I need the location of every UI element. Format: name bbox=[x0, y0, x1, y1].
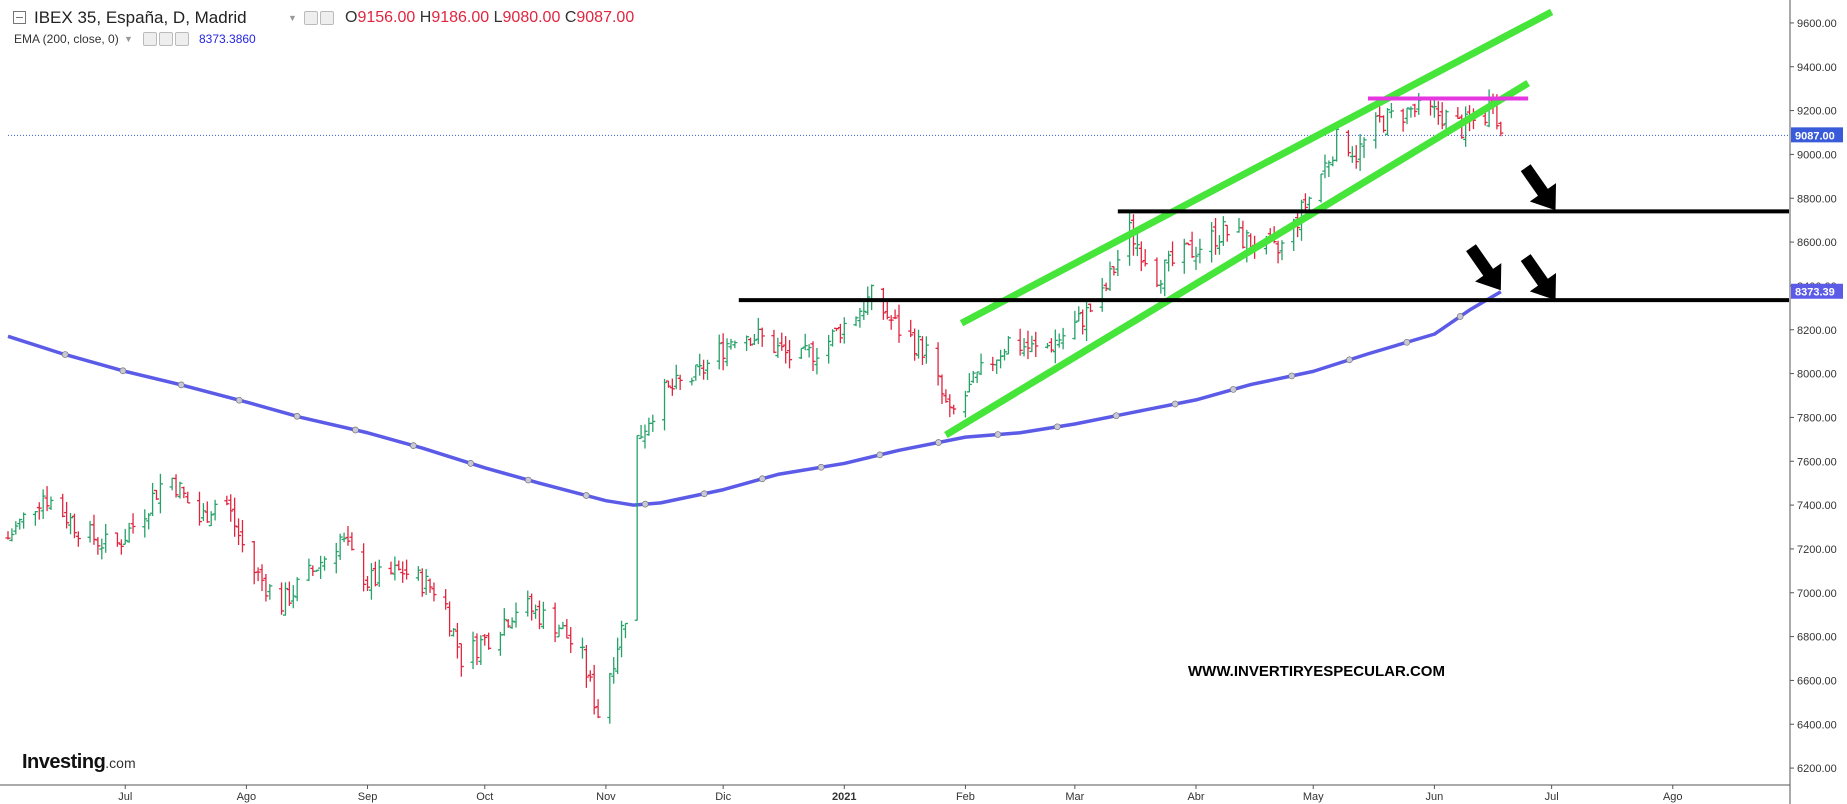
x-tick-label: Feb bbox=[956, 791, 975, 803]
channel-lower-line bbox=[944, 96, 1503, 438]
ema-line bbox=[7, 290, 1502, 507]
y-tick-label: 6800.00 bbox=[1797, 632, 1837, 644]
channel-upper-line bbox=[959, 8, 1554, 327]
ema-marker bbox=[994, 431, 1002, 438]
ema-marker bbox=[935, 439, 942, 446]
ohlc-readout: O9156.00 H9186.00 L9080.00 C9087.00 bbox=[345, 9, 634, 27]
x-tick-label: Ago bbox=[1663, 791, 1683, 803]
y-tick-label: 9400.00 bbox=[1797, 62, 1837, 74]
y-tick-label: 7400.00 bbox=[1797, 500, 1837, 512]
open-value: 9156.00 bbox=[357, 9, 416, 26]
y-tick-label: 8600.00 bbox=[1797, 237, 1837, 249]
close-key: C bbox=[564, 9, 577, 26]
visibility-toggle-icon[interactable] bbox=[304, 11, 318, 25]
ema-marker bbox=[119, 367, 127, 375]
watermark: WWW.INVERTIRYESPECULAR.COM bbox=[1188, 663, 1445, 680]
y-tick-label: 6400.00 bbox=[1797, 719, 1837, 731]
x-tick-label: Mar bbox=[1065, 791, 1084, 803]
ema-marker bbox=[410, 442, 417, 449]
arrow-shape bbox=[1520, 254, 1557, 301]
arrow-icon bbox=[1520, 254, 1557, 301]
ema-marker bbox=[1229, 386, 1237, 393]
investing-logo: Investing.com bbox=[22, 751, 136, 773]
x-tick-label: May bbox=[1303, 791, 1324, 803]
high-key: H bbox=[419, 9, 432, 26]
open-key: O bbox=[345, 9, 358, 26]
indicator-visibility-icon[interactable] bbox=[143, 32, 157, 46]
ema-marker bbox=[1112, 412, 1120, 420]
arrow-shape bbox=[1520, 164, 1557, 211]
x-tick-label: Jul bbox=[1545, 791, 1559, 803]
low-key: L bbox=[493, 9, 503, 26]
x-tick-label: Nov bbox=[596, 791, 616, 803]
y-tick-label: 8800.00 bbox=[1797, 193, 1837, 205]
ema-badge bbox=[1791, 283, 1843, 299]
indicator-label[interactable]: EMA (200, close, 0) bbox=[14, 32, 119, 46]
ema-marker bbox=[1171, 400, 1179, 408]
y-tick-label: 9600.00 bbox=[1797, 18, 1837, 30]
ema-marker bbox=[177, 381, 185, 389]
ema-marker bbox=[876, 451, 884, 459]
y-tick-label: 7800.00 bbox=[1797, 412, 1837, 424]
ema-marker bbox=[1053, 423, 1061, 431]
arrow-icon bbox=[1466, 244, 1502, 291]
x-tick-label: Abr bbox=[1187, 791, 1204, 803]
ema-marker bbox=[700, 490, 708, 498]
indicator-value: 8373.3860 bbox=[199, 32, 256, 46]
collapse-series-icon[interactable] bbox=[13, 11, 26, 24]
ema-marker bbox=[352, 426, 359, 434]
high-value: 9186.00 bbox=[431, 9, 490, 26]
indicator-menu-chevron-icon[interactable]: ▼ bbox=[124, 34, 133, 44]
indicator-remove-icon[interactable] bbox=[175, 32, 189, 46]
x-tick-label: Jun bbox=[1426, 791, 1444, 803]
ema-badge-label: 8373.39 bbox=[1795, 287, 1835, 299]
y-tick-label: 6600.00 bbox=[1797, 675, 1837, 687]
x-tick-label: Jul bbox=[118, 791, 132, 803]
ema-marker bbox=[641, 500, 649, 508]
ema-marker bbox=[817, 463, 825, 471]
x-tick-label: 2021 bbox=[832, 791, 856, 803]
ema-marker bbox=[1288, 372, 1296, 380]
x-tick-label: Dic bbox=[715, 791, 731, 803]
last-price-label: 9087.00 bbox=[1795, 130, 1835, 142]
y-tick-label: 8000.00 bbox=[1797, 369, 1837, 381]
ema-marker bbox=[61, 351, 69, 358]
y-tick-label: 7200.00 bbox=[1797, 544, 1837, 556]
x-tick-label: Sep bbox=[358, 791, 378, 803]
ema-marker bbox=[524, 476, 532, 484]
y-tick-label: 8200.00 bbox=[1797, 325, 1837, 337]
ema-marker bbox=[293, 412, 301, 420]
x-tick-label: Oct bbox=[476, 791, 493, 803]
low-value: 9080.00 bbox=[502, 9, 561, 26]
x-tick-label: Ago bbox=[237, 791, 257, 803]
ema-marker bbox=[235, 396, 243, 404]
settings-icon[interactable] bbox=[320, 11, 334, 25]
series-menu-chevron-icon[interactable]: ▼ bbox=[288, 13, 297, 23]
arrow-icon bbox=[1520, 164, 1557, 211]
ema-marker bbox=[467, 460, 475, 467]
y-tick-label: 9200.00 bbox=[1797, 106, 1837, 118]
y-tick-label: 6200.00 bbox=[1797, 763, 1837, 775]
ema-marker bbox=[1346, 356, 1353, 364]
y-tick-label: 9000.00 bbox=[1797, 149, 1837, 161]
ema-marker bbox=[1403, 338, 1411, 346]
last-price-badge bbox=[1791, 127, 1843, 143]
ema-marker bbox=[1456, 313, 1464, 320]
y-tick-label: 7000.00 bbox=[1797, 588, 1837, 600]
ema-marker bbox=[758, 475, 766, 483]
close-value: 9087.00 bbox=[576, 9, 635, 26]
symbol-title: IBEX 35, España, D, Madrid bbox=[34, 8, 247, 27]
ema-marker bbox=[582, 492, 590, 499]
indicator-settings-icon[interactable] bbox=[159, 32, 173, 46]
y-tick-label: 7600.00 bbox=[1797, 456, 1837, 468]
arrow-shape bbox=[1466, 244, 1502, 291]
